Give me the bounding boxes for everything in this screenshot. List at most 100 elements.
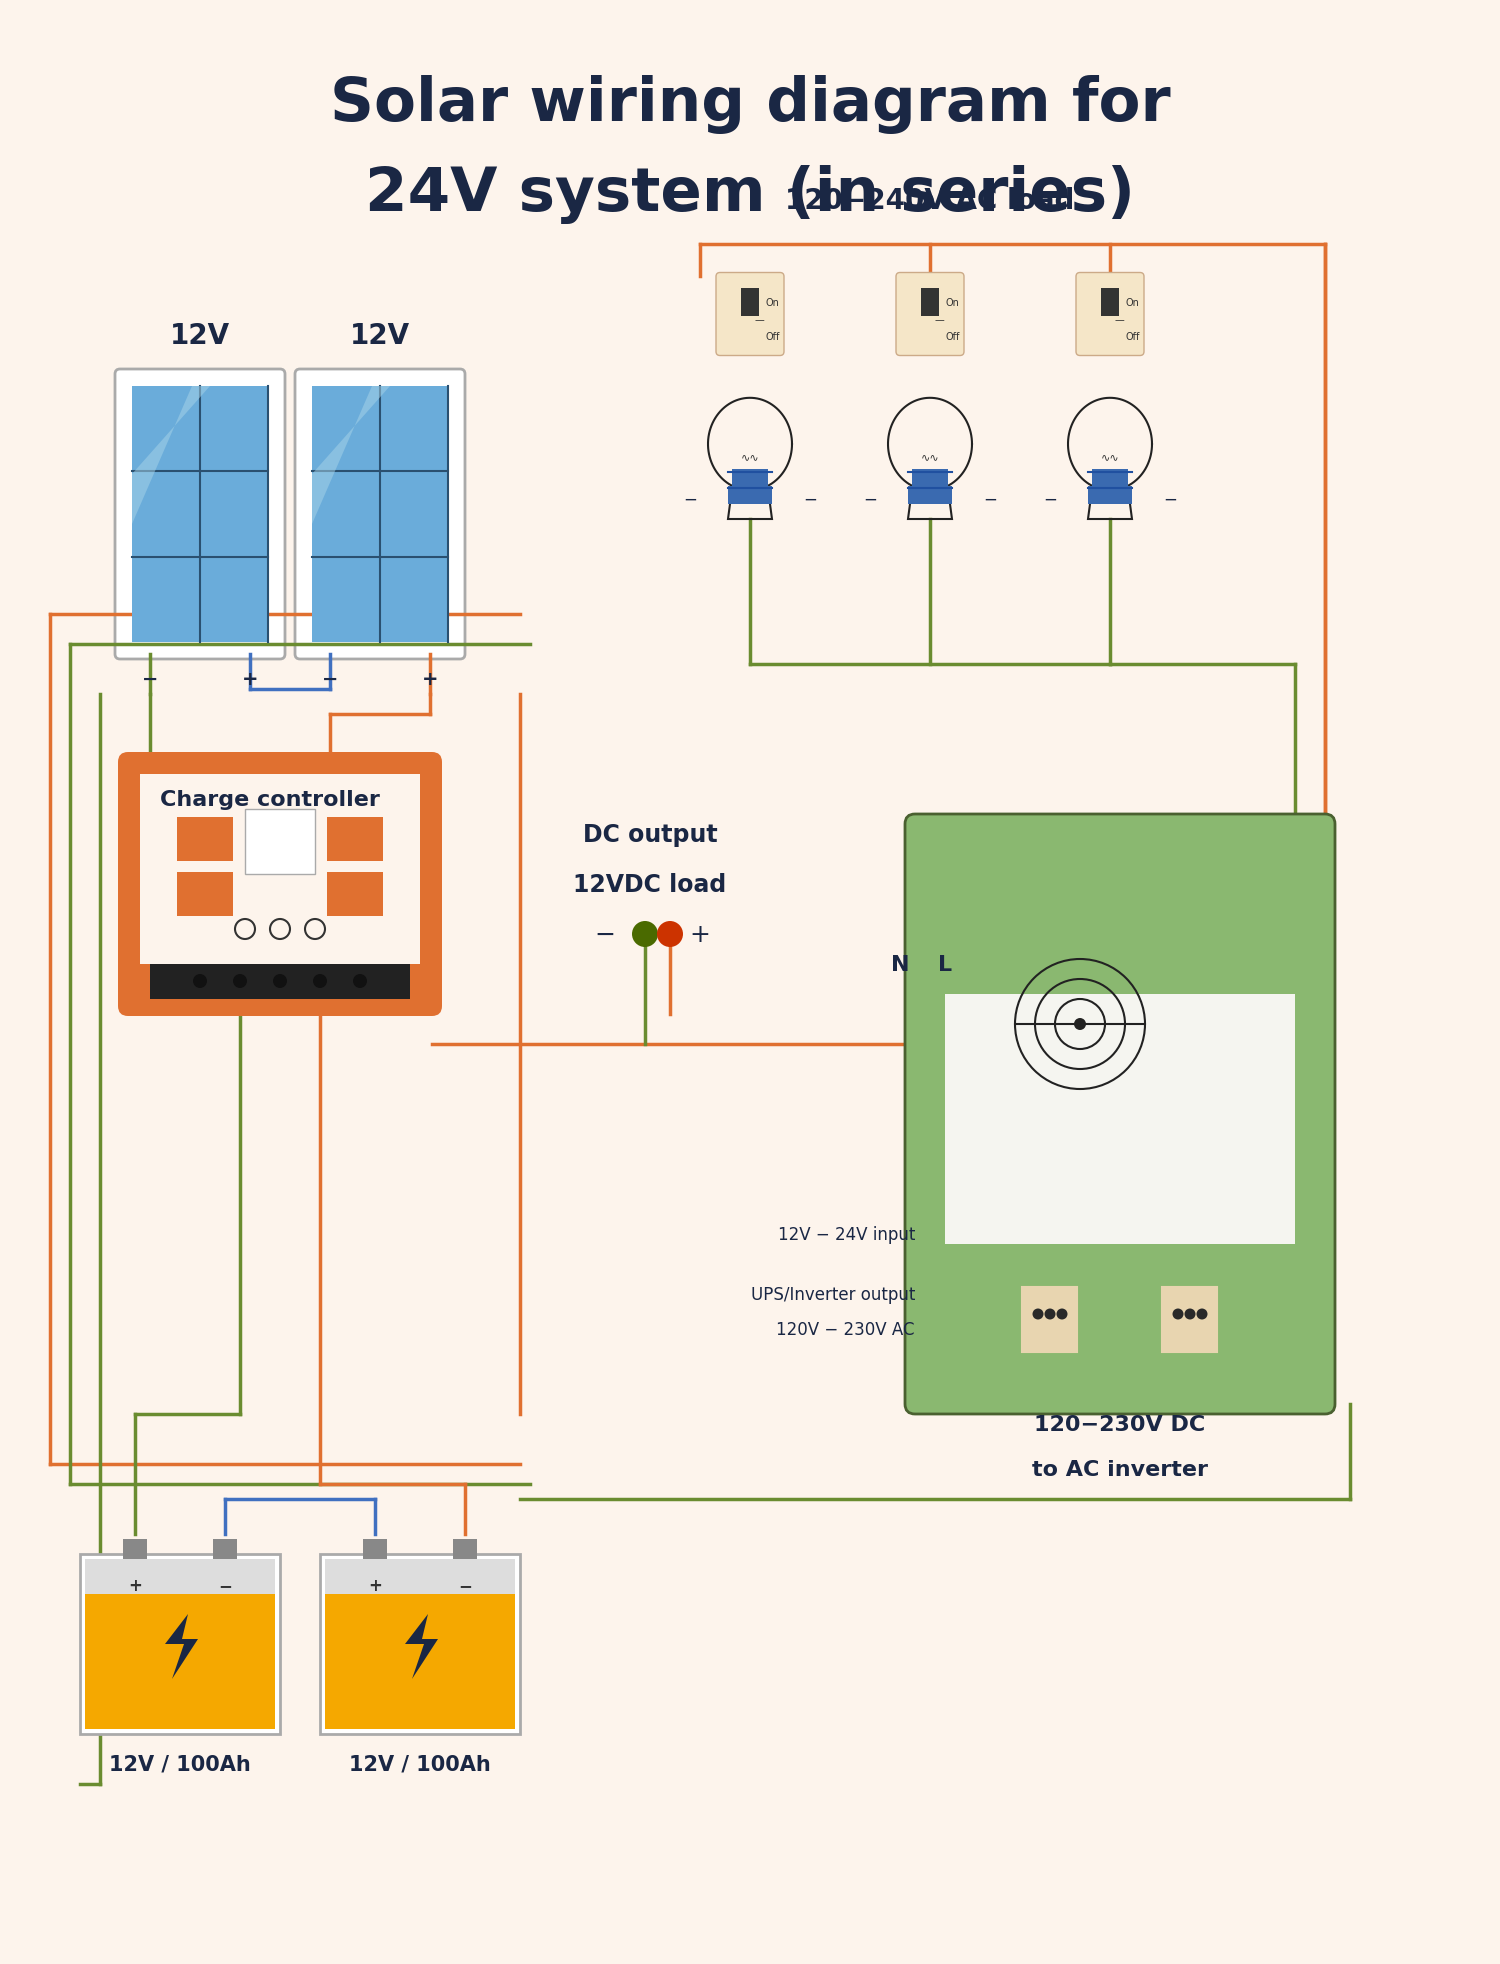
Bar	[320, 1554, 520, 1734]
Bar	[908, 487, 952, 505]
Text: −: −	[1042, 491, 1058, 509]
FancyBboxPatch shape	[118, 752, 442, 1017]
Text: 12V: 12V	[350, 322, 410, 350]
Text: 120−230V DC: 120−230V DC	[1035, 1414, 1206, 1434]
Polygon shape	[312, 387, 390, 524]
Bar	[732, 469, 768, 489]
Bar	[327, 817, 382, 862]
FancyBboxPatch shape	[140, 774, 420, 964]
Circle shape	[1056, 1308, 1068, 1320]
Bar	[741, 289, 759, 316]
Text: N: N	[891, 955, 909, 974]
Text: −: −	[982, 491, 998, 509]
Bar	[132, 387, 268, 642]
Text: +: +	[690, 923, 711, 947]
Text: −: −	[802, 491, 818, 509]
Polygon shape	[132, 387, 210, 524]
Text: +: +	[422, 670, 438, 689]
FancyBboxPatch shape	[296, 369, 465, 660]
Bar	[921, 289, 939, 316]
FancyBboxPatch shape	[904, 815, 1335, 1414]
Text: +: +	[128, 1577, 142, 1595]
Text: 12VDC load: 12VDC load	[573, 872, 726, 896]
Text: Off: Off	[1126, 332, 1140, 342]
FancyBboxPatch shape	[945, 994, 1294, 1375]
Text: −: −	[458, 1577, 472, 1595]
FancyBboxPatch shape	[716, 273, 784, 355]
Circle shape	[1044, 1308, 1056, 1320]
Circle shape	[657, 921, 682, 947]
Text: −: −	[682, 491, 698, 509]
Text: —: —	[1114, 314, 1125, 324]
Bar	[327, 872, 382, 917]
Bar	[728, 487, 772, 505]
Circle shape	[1185, 1308, 1196, 1320]
Text: On: On	[946, 299, 960, 308]
Text: +: +	[368, 1577, 382, 1595]
Circle shape	[1197, 1308, 1208, 1320]
Bar	[1023, 1286, 1077, 1351]
Text: Off: Off	[766, 332, 780, 342]
Bar	[1162, 1286, 1218, 1351]
Text: 12V − 24V input: 12V − 24V input	[777, 1226, 915, 1243]
Bar	[244, 809, 315, 874]
Bar	[312, 387, 448, 642]
Text: 12V: 12V	[170, 322, 230, 350]
Bar	[326, 1589, 514, 1728]
Bar	[363, 1540, 387, 1559]
Bar	[80, 1554, 280, 1734]
Circle shape	[273, 974, 286, 988]
Circle shape	[314, 974, 327, 988]
Text: ∿∿: ∿∿	[1101, 452, 1119, 462]
Text: DC output: DC output	[582, 823, 717, 846]
Text: to AC inverter: to AC inverter	[1032, 1459, 1208, 1479]
Text: −: −	[217, 1577, 232, 1595]
FancyBboxPatch shape	[1076, 273, 1144, 355]
Circle shape	[1032, 1308, 1044, 1320]
Bar	[177, 872, 232, 917]
Circle shape	[194, 974, 207, 988]
Text: On: On	[766, 299, 780, 308]
Text: ∿∿: ∿∿	[921, 452, 939, 462]
Text: On: On	[1126, 299, 1140, 308]
Bar	[123, 1540, 147, 1559]
Text: +: +	[242, 670, 258, 689]
Circle shape	[1173, 1308, 1184, 1320]
Circle shape	[352, 974, 368, 988]
FancyBboxPatch shape	[896, 273, 964, 355]
Bar	[86, 1559, 274, 1595]
Text: Solar wiring diagram for: Solar wiring diagram for	[330, 75, 1170, 134]
Bar	[912, 469, 948, 489]
Bar	[86, 1589, 274, 1728]
Text: 12V / 100Ah: 12V / 100Ah	[110, 1754, 251, 1773]
Bar	[326, 1559, 514, 1595]
Bar	[453, 1540, 477, 1559]
Text: −: −	[862, 491, 877, 509]
Circle shape	[1074, 1019, 1086, 1031]
Text: 24V system (in series): 24V system (in series)	[364, 165, 1136, 224]
Text: —: —	[754, 314, 765, 324]
Circle shape	[632, 921, 658, 947]
FancyBboxPatch shape	[116, 369, 285, 660]
Text: −: −	[142, 670, 158, 689]
Text: 12V / 100Ah: 12V / 100Ah	[350, 1754, 490, 1773]
Bar	[1088, 487, 1132, 505]
Text: —: —	[934, 314, 945, 324]
Bar	[1092, 469, 1128, 489]
Text: 120−240V AC load: 120−240V AC load	[786, 187, 1074, 214]
Text: UPS/Inverter output: UPS/Inverter output	[750, 1284, 915, 1304]
Bar	[150, 964, 410, 1000]
Bar	[177, 817, 232, 862]
Bar	[945, 1245, 1294, 1375]
Text: −: −	[1162, 491, 1178, 509]
Bar	[213, 1540, 237, 1559]
Text: L: L	[938, 955, 952, 974]
Text: 120V − 230V AC: 120V − 230V AC	[777, 1320, 915, 1337]
Text: −: −	[594, 923, 615, 947]
Text: ∿∿: ∿∿	[741, 452, 759, 462]
Polygon shape	[165, 1614, 198, 1679]
Text: Off: Off	[946, 332, 960, 342]
Bar	[1101, 289, 1119, 316]
Text: Charge controller: Charge controller	[160, 790, 380, 809]
Text: −: −	[322, 670, 338, 689]
